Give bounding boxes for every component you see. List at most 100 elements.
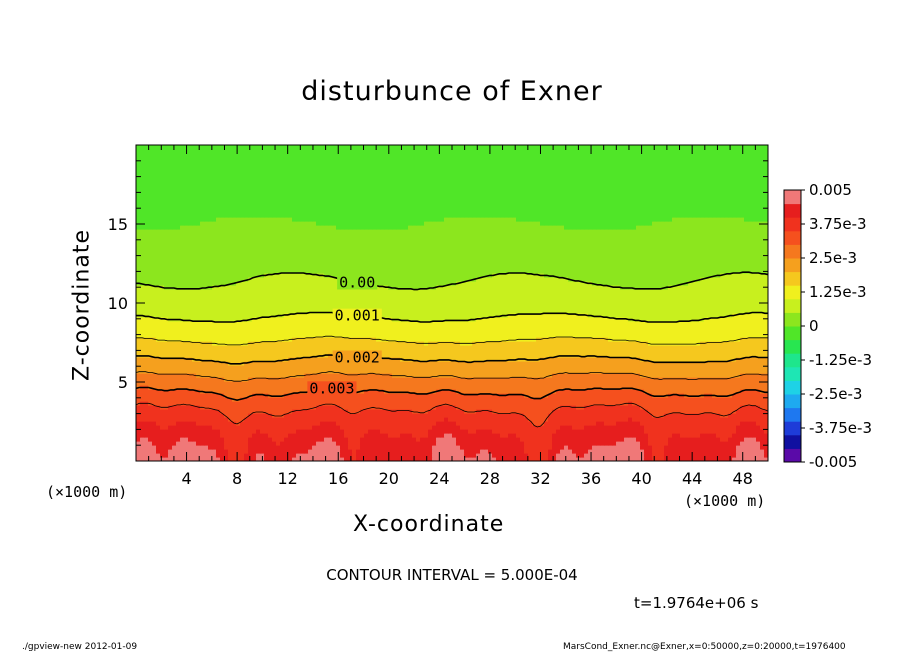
fill-cell bbox=[612, 373, 617, 378]
fill-cell bbox=[728, 445, 733, 450]
fill-cell bbox=[468, 401, 473, 406]
fill-cell bbox=[224, 345, 229, 350]
fill-cell bbox=[200, 345, 205, 350]
fill-cell bbox=[356, 449, 361, 454]
fill-cell bbox=[672, 429, 677, 434]
fill-cell bbox=[740, 417, 745, 422]
fill-cell bbox=[672, 365, 677, 370]
fill-cell bbox=[248, 417, 253, 422]
fill-cell bbox=[656, 345, 661, 350]
fill-cell bbox=[684, 385, 689, 390]
fill-cell bbox=[672, 453, 677, 458]
fill-cell bbox=[296, 353, 301, 358]
fill-cell bbox=[620, 373, 625, 378]
fill-cell bbox=[164, 377, 169, 382]
fill-cell bbox=[516, 437, 521, 442]
fill-cell bbox=[224, 401, 229, 406]
fill-cell bbox=[440, 457, 445, 461]
fill-cell bbox=[640, 397, 645, 402]
fill-cell bbox=[404, 365, 409, 370]
fill-cell bbox=[580, 385, 585, 390]
fill-cell bbox=[228, 457, 233, 461]
fill-cell bbox=[464, 445, 469, 450]
fill-cell bbox=[660, 413, 665, 418]
fill-cell bbox=[504, 377, 509, 382]
fill-cell bbox=[508, 385, 513, 390]
fill-cell bbox=[704, 397, 709, 402]
fill-cell bbox=[368, 417, 373, 422]
fill-cell bbox=[684, 453, 689, 458]
fill-cell bbox=[436, 433, 441, 438]
fill-cell bbox=[224, 437, 229, 442]
fill-cell bbox=[364, 437, 369, 442]
fill-cell bbox=[476, 441, 481, 446]
fill-cell bbox=[460, 397, 465, 402]
fill-cell bbox=[716, 453, 721, 458]
fill-cell bbox=[208, 333, 213, 338]
fill-cell bbox=[636, 361, 641, 366]
fill-cell bbox=[304, 345, 309, 350]
fill-cell bbox=[444, 393, 449, 398]
fill-cell bbox=[388, 453, 393, 458]
fill-cell bbox=[616, 369, 621, 374]
fill-cell bbox=[392, 413, 397, 418]
fill-cell bbox=[588, 445, 593, 450]
fill-cell bbox=[760, 357, 765, 362]
fill-cell bbox=[576, 429, 581, 434]
fill-cell bbox=[568, 413, 573, 418]
fill-cell bbox=[244, 445, 249, 450]
fill-cell bbox=[160, 373, 165, 378]
fill-cell bbox=[396, 345, 401, 350]
fill-cell bbox=[264, 413, 269, 418]
fill-cell bbox=[292, 361, 297, 366]
fill-cell bbox=[552, 345, 557, 350]
fill-cell bbox=[412, 381, 417, 386]
fill-cell bbox=[148, 369, 153, 374]
fill-cell bbox=[440, 441, 445, 446]
fill-cell bbox=[516, 341, 521, 346]
fill-cell bbox=[460, 405, 465, 410]
fill-cell bbox=[652, 441, 657, 446]
fill-cell bbox=[464, 421, 469, 426]
fill-cell bbox=[216, 405, 221, 410]
fill-cell bbox=[620, 365, 625, 370]
fill-cell bbox=[472, 361, 477, 366]
fill-cell bbox=[516, 377, 521, 382]
fill-cell bbox=[340, 345, 345, 350]
fill-cell bbox=[552, 413, 557, 418]
fill-cell bbox=[580, 337, 585, 342]
fill-cell bbox=[540, 393, 545, 398]
fill-cell bbox=[168, 337, 173, 342]
fill-cell bbox=[688, 457, 693, 461]
fill-cell bbox=[352, 445, 357, 450]
fill-cell bbox=[212, 373, 217, 378]
fill-cell bbox=[144, 449, 149, 454]
fill-cell bbox=[316, 353, 321, 358]
fill-cell bbox=[456, 377, 461, 382]
fill-cell bbox=[656, 341, 661, 346]
fill-cell bbox=[676, 433, 681, 438]
fill-cell bbox=[716, 433, 721, 438]
fill-cell bbox=[728, 453, 733, 458]
fill-cell bbox=[608, 429, 613, 434]
fill-cell bbox=[424, 429, 429, 434]
fill-cell bbox=[260, 377, 265, 382]
fill-cell bbox=[316, 365, 321, 370]
fill-cell bbox=[152, 389, 157, 394]
fill-cell bbox=[608, 353, 613, 358]
fill-cell bbox=[548, 377, 553, 382]
fill-cell bbox=[232, 425, 237, 430]
fill-cell bbox=[304, 341, 309, 346]
fill-cell bbox=[532, 421, 537, 426]
fill-cell bbox=[384, 353, 389, 358]
fill-cell bbox=[544, 345, 549, 350]
fill-cell bbox=[564, 337, 569, 342]
fill-cell bbox=[424, 401, 429, 406]
fill-cell bbox=[512, 373, 517, 378]
fill-cell bbox=[328, 349, 333, 354]
fill-cell bbox=[720, 365, 725, 370]
fill-cell bbox=[312, 449, 317, 454]
fill-cell bbox=[360, 381, 365, 386]
fill-cell bbox=[696, 361, 701, 366]
fill-cell bbox=[240, 437, 245, 442]
